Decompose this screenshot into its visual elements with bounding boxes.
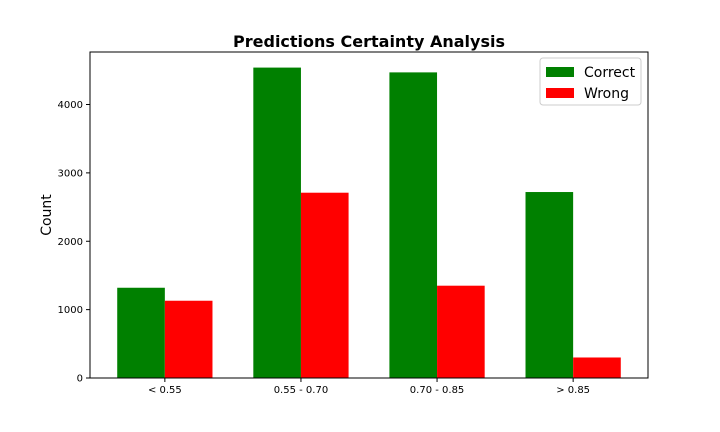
y-axis-title: Count	[39, 194, 55, 236]
plot-frame	[89, 51, 649, 379]
bar-correct-1	[117, 287, 165, 378]
bar-wrong-2	[300, 192, 349, 378]
legend-swatch	[546, 67, 574, 77]
bars-layer	[117, 67, 621, 379]
y-tick-label: 2000	[58, 237, 83, 248]
y-tick-label: 4000	[58, 100, 83, 111]
bar-correct-4	[525, 192, 574, 378]
y-tick-label: 1000	[58, 305, 83, 316]
x-tick-label: < 0.55	[148, 385, 182, 396]
bar-correct-3	[389, 72, 438, 379]
chart-title: Predictions Certainty Analysis	[233, 32, 505, 51]
y-tick-label: 3000	[58, 168, 83, 179]
x-tick-label: 0.55 - 0.70	[274, 385, 329, 396]
x-tick-label: 0.70 - 0.85	[410, 385, 465, 396]
bar-correct-2	[253, 67, 301, 378]
legend-swatch	[546, 88, 574, 98]
legend-label: Wrong	[584, 86, 629, 102]
bar-wrong-1	[164, 300, 213, 378]
ticks-layer: < 0.55 0.55 - 0.70 0.70 - 0.85 > 0.85 0 1000 2…	[58, 100, 591, 396]
bar-wrong-4	[573, 357, 621, 378]
legend: Correct Wrong	[539, 57, 642, 106]
y-tick-label: 0	[77, 374, 83, 385]
bar-wrong-3	[437, 285, 485, 378]
x-tick-label: > 0.85	[556, 385, 590, 396]
legend-label: Correct	[584, 65, 636, 81]
